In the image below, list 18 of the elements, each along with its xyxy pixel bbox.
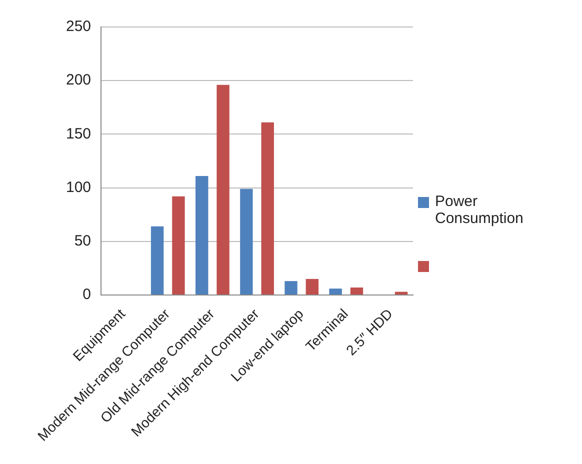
bar — [150, 226, 164, 295]
bar — [216, 84, 230, 295]
y-tick-label: 250 — [66, 18, 92, 36]
bar — [172, 196, 185, 295]
y-tick-label: 100 — [66, 178, 92, 196]
bar — [329, 288, 342, 295]
y-tick-label: 50 — [74, 232, 92, 250]
y-tick-label: 150 — [66, 125, 92, 142]
bar — [240, 188, 253, 295]
bar — [306, 278, 319, 295]
bar — [196, 176, 208, 295]
legend-label: Power Consumption — [435, 192, 524, 226]
bar — [350, 288, 364, 295]
y-tick-label: 200 — [66, 72, 92, 89]
bar — [284, 281, 298, 295]
bar — [261, 122, 274, 295]
bar — [394, 292, 408, 295]
y-tick-label: 0 — [82, 286, 92, 304]
